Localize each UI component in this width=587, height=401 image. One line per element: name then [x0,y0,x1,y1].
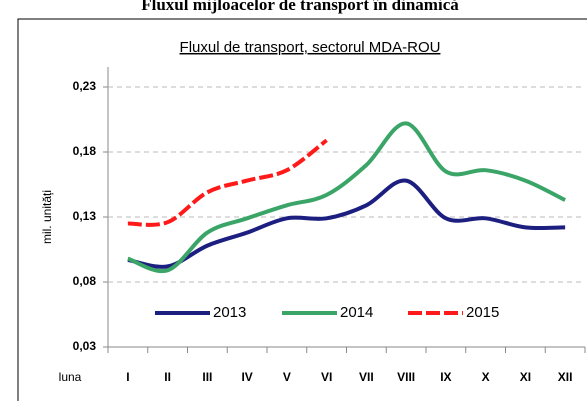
y-tick-label: 0,18 [73,144,97,158]
x-tick-label: VIII [397,370,415,384]
y-tick-label: 0,13 [73,209,97,223]
x-tick-label: X [482,370,490,384]
y-axis-label: mil. unități [40,190,54,244]
x-tick-label: XI [520,370,531,384]
x-tick-label: I [126,370,129,384]
chart-title: Fluxul mijloacelor de transport în dinam… [141,0,459,14]
series-line [127,138,328,227]
series-line [127,178,566,269]
x-tick-label: VII [359,370,374,384]
legend-label: 2015 [466,304,499,321]
x-tick-label: III [202,370,212,384]
x-tick-label: XII [558,370,573,384]
x-tick-label: IX [440,370,451,384]
y-tick-label: 0,23 [73,79,97,93]
x-axis-label: luna [59,370,82,384]
series-line [127,121,567,274]
x-tick-label: VI [321,370,332,384]
legend-label: 2013 [213,304,246,321]
y-tick-label: 0,08 [73,274,97,288]
x-tick-label: IV [241,370,252,384]
x-tick-label: V [283,370,291,384]
chart-subtitle: Fluxul de transport, sectorul MDA-ROU [180,39,441,56]
x-tick-label: II [164,370,171,384]
chart-border [17,18,587,401]
legend-label: 2014 [340,304,373,321]
y-tick-label: 0,03 [73,339,97,353]
